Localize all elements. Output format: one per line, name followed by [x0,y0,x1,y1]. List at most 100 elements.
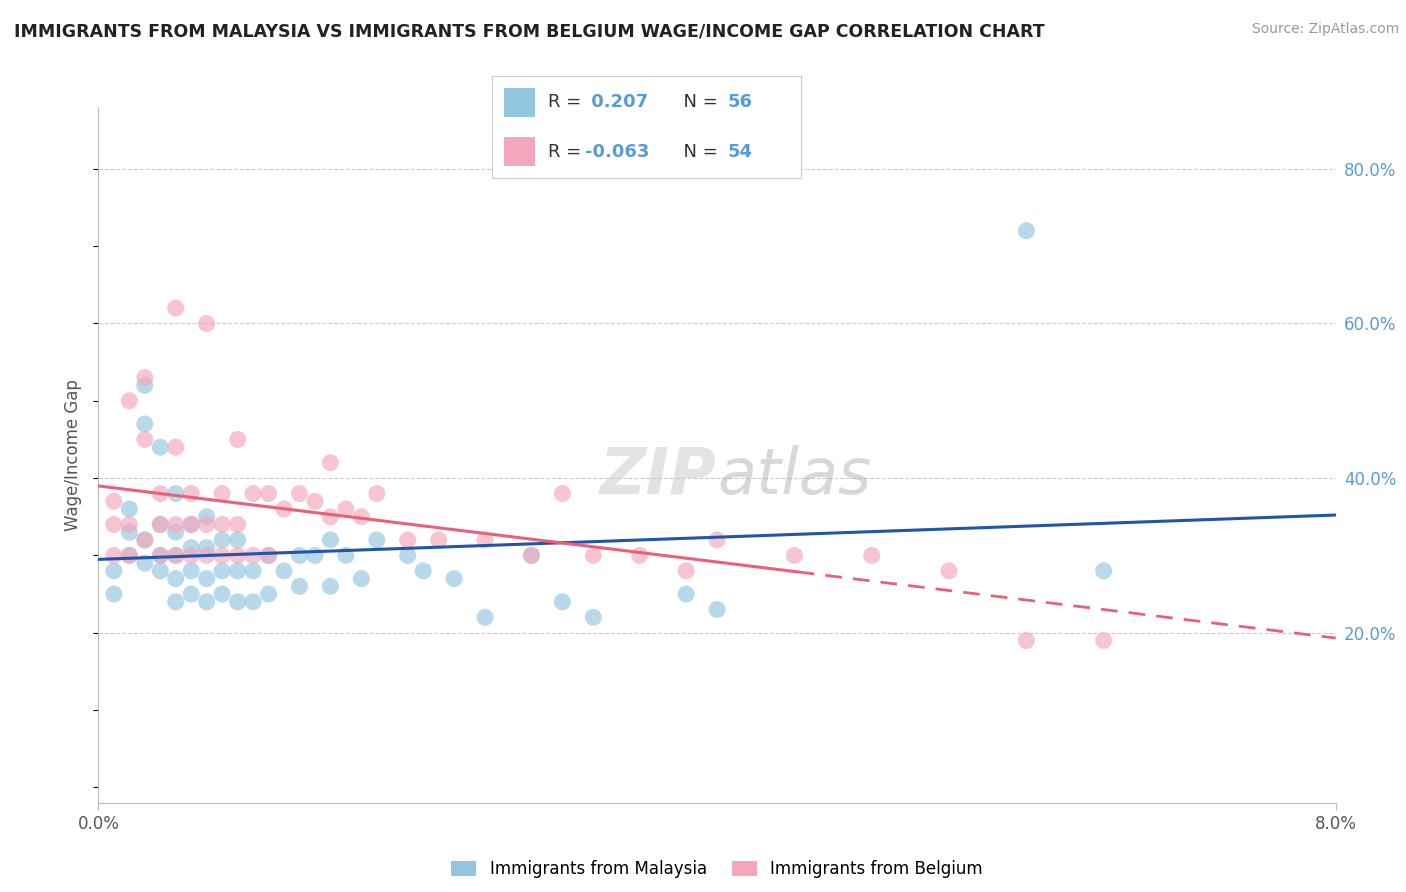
Point [1092,564,1115,578]
Point [165,440,187,454]
Text: ZIP: ZIP [600,445,717,507]
Point [226,533,249,547]
Text: N =: N = [672,94,723,112]
Point [211,486,233,500]
Point [396,533,419,547]
Point [195,517,218,532]
Text: IMMIGRANTS FROM MALAYSIA VS IMMIGRANTS FROM BELGIUM WAGE/INCOME GAP CORRELATION : IMMIGRANTS FROM MALAYSIA VS IMMIGRANTS F… [14,22,1045,40]
Point [273,502,295,516]
Point [149,564,172,578]
Point [582,610,605,624]
Point [335,502,357,516]
Text: R =: R = [548,94,586,112]
Point [396,549,419,563]
Point [165,572,187,586]
Point [118,525,141,540]
Point [288,549,311,563]
Point [165,301,187,315]
Text: N =: N = [672,143,723,161]
Point [211,564,233,578]
Point [180,517,202,532]
Point [242,549,264,563]
Point [211,587,233,601]
Point [118,393,141,408]
Point [257,549,280,563]
Point [134,378,156,392]
Point [257,587,280,601]
Text: 56: 56 [727,94,752,112]
Point [165,517,187,532]
Point [165,486,187,500]
Point [211,549,233,563]
Point [195,595,218,609]
Point [134,533,156,547]
Point [118,502,141,516]
Point [195,317,218,331]
Point [226,595,249,609]
Legend: Immigrants from Malaysia, Immigrants from Belgium: Immigrants from Malaysia, Immigrants fro… [444,854,990,885]
Text: 0.207: 0.207 [585,94,648,112]
Point [1015,224,1038,238]
Point [180,587,202,601]
Point [195,572,218,586]
Point [134,370,156,384]
Point [118,549,141,563]
Point [118,549,141,563]
Point [335,549,357,563]
Point [551,595,574,609]
Point [149,517,172,532]
Text: R =: R = [548,143,586,161]
Point [211,517,233,532]
Point [134,417,156,431]
Point [226,433,249,447]
Point [257,486,280,500]
Point [474,610,496,624]
Point [103,549,125,563]
Point [860,549,883,563]
Point [427,533,450,547]
Point [149,440,172,454]
Text: -0.063: -0.063 [585,143,650,161]
Point [149,549,172,563]
Point [288,579,311,593]
Text: 54: 54 [727,143,752,161]
Point [520,549,543,563]
Point [551,486,574,500]
Point [288,486,311,500]
Point [1015,633,1038,648]
Point [165,595,187,609]
Text: Source: ZipAtlas.com: Source: ZipAtlas.com [1251,22,1399,37]
Point [350,572,373,586]
Point [706,602,728,616]
Point [134,433,156,447]
Point [1092,633,1115,648]
Point [103,564,125,578]
Point [195,509,218,524]
Point [242,486,264,500]
Point [165,525,187,540]
Point [103,494,125,508]
Point [273,564,295,578]
Point [257,549,280,563]
Point [443,572,465,586]
Point [180,486,202,500]
Point [366,533,388,547]
Point [118,517,141,532]
Point [675,564,697,578]
Point [706,533,728,547]
Point [195,549,218,563]
Point [211,533,233,547]
Point [226,517,249,532]
Point [103,587,125,601]
Point [180,541,202,555]
Point [103,517,125,532]
Point [783,549,806,563]
FancyBboxPatch shape [505,88,536,117]
Point [319,533,342,547]
Point [226,549,249,563]
Point [180,517,202,532]
Point [350,509,373,524]
Point [165,549,187,563]
Point [520,549,543,563]
Point [180,549,202,563]
